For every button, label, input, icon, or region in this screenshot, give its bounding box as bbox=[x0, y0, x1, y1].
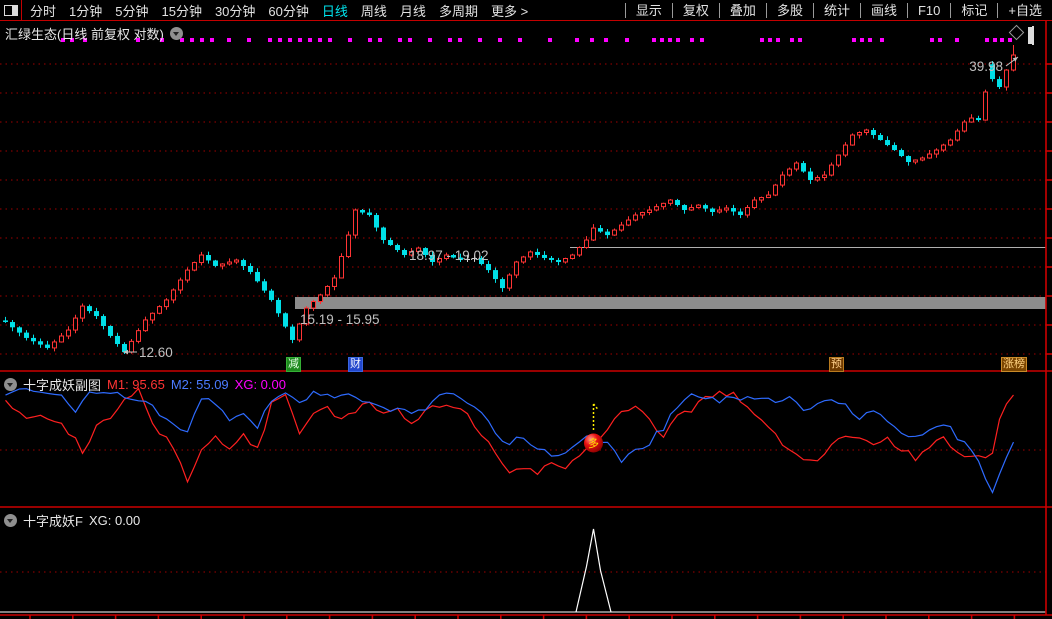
tools-menu: 显示 复权 叠加 多股 统计 画线 F10 标记 +自选 bbox=[624, 0, 1052, 21]
market-tag-涨榜[interactable]: 涨榜 bbox=[1001, 357, 1027, 372]
menu-item-多股[interactable]: 多股 bbox=[765, 2, 813, 18]
corner-split-icon[interactable] bbox=[1032, 26, 1034, 45]
menu-item-分时[interactable]: 分时 bbox=[30, 3, 57, 19]
menu-item-5分钟[interactable]: 5分钟 bbox=[115, 3, 149, 19]
svg-text:18.97 - 19.02: 18.97 - 19.02 bbox=[409, 248, 489, 263]
indicator2-xg-value: XG: 0.00 bbox=[88, 513, 141, 528]
svg-text:多: 多 bbox=[588, 436, 599, 450]
menu-item-叠加[interactable]: 叠加 bbox=[718, 2, 766, 18]
window-split-icon[interactable] bbox=[0, 0, 22, 21]
menu-item-日线[interactable]: 日线 bbox=[321, 3, 348, 19]
chart-title-row: 汇绿生态(日线 前复权 对数) bbox=[5, 24, 183, 43]
indicator2-plot bbox=[0, 528, 1046, 613]
menu-item-周线[interactable]: 周线 bbox=[360, 3, 387, 19]
chevron-down-icon[interactable] bbox=[4, 514, 17, 527]
split-square-icon bbox=[3, 4, 18, 16]
top-menubar: 分时 1分钟 5分钟 15分钟 30分钟 60分钟 日线 周线 月线 多周期 更多 > 显示 复权 叠加… bbox=[0, 0, 1052, 21]
menu-item-60分钟[interactable]: 60分钟 bbox=[268, 3, 309, 19]
page-title: 汇绿生态(日线 前复权 对数) bbox=[5, 27, 164, 42]
svg-text:12.60: 12.60 bbox=[139, 345, 173, 360]
menu-item-显示[interactable]: 显示 bbox=[624, 2, 672, 18]
menu-item-月线[interactable]: 月线 bbox=[399, 3, 426, 19]
market-tag-财[interactable]: 财 bbox=[348, 357, 363, 372]
menu-item-画线[interactable]: 画线 bbox=[859, 2, 907, 18]
price-zones-layer bbox=[295, 247, 1046, 309]
chevron-down-icon[interactable] bbox=[169, 27, 183, 40]
indicator1-xg-value: XG: 0.00 bbox=[234, 377, 286, 392]
menu-item-F10[interactable]: F10 bbox=[906, 2, 950, 18]
indicator1-name: 十字成妖副图 bbox=[23, 378, 102, 393]
indicator1-m2-value: M2: 55.09 bbox=[170, 377, 229, 392]
indicator2-name: 十字成妖F bbox=[23, 514, 83, 529]
indicator2-header: 十字成妖F XG: 0.00 bbox=[4, 511, 140, 530]
candlestick-layer bbox=[3, 45, 1016, 354]
grid-layer bbox=[0, 63, 1046, 573]
indicator1-plot: 多 bbox=[5, 387, 1015, 494]
menu-item-标记[interactable]: 标记 bbox=[950, 2, 997, 18]
menu-item-1分钟[interactable]: 1分钟 bbox=[69, 3, 103, 19]
menu-item-更多 >[interactable]: 更多 > bbox=[490, 3, 529, 19]
market-tag-减[interactable]: 减 bbox=[286, 357, 301, 372]
indicator1-m1-value: M1: 95.65 bbox=[107, 377, 165, 392]
menu-item-复权[interactable]: 复权 bbox=[671, 2, 719, 18]
indicator1-header: 十字成妖副图 M1: 95.65 M2: 55.09 XG: 0.00 bbox=[4, 375, 286, 394]
menu-item-多周期[interactable]: 多周期 bbox=[438, 3, 478, 19]
svg-text:39.98: 39.98 bbox=[969, 59, 1003, 74]
menu-item-30分钟[interactable]: 30分钟 bbox=[214, 3, 256, 19]
split-square-icon bbox=[1032, 26, 1034, 45]
svg-text:15.19 - 15.95: 15.19 - 15.95 bbox=[300, 312, 380, 327]
period-menu: 分时 1分钟 5分钟 15分钟 30分钟 60分钟 日线 周线 月线 多周期 更多 > bbox=[22, 1, 528, 20]
menu-item-统计[interactable]: 统计 bbox=[812, 2, 860, 18]
menu-item-15分钟[interactable]: 15分钟 bbox=[161, 3, 202, 19]
event-markers-layer bbox=[61, 38, 1034, 42]
chevron-down-icon[interactable] bbox=[4, 378, 17, 391]
axes-frame-layer bbox=[0, 21, 1052, 619]
menu-item-+自选[interactable]: +自选 bbox=[997, 2, 1052, 18]
annotations-layer: 39.98 12.60 15.19 - 15.95 18.97 - 19.02 bbox=[123, 56, 1019, 360]
market-tag-预[interactable]: 预 bbox=[829, 357, 844, 372]
